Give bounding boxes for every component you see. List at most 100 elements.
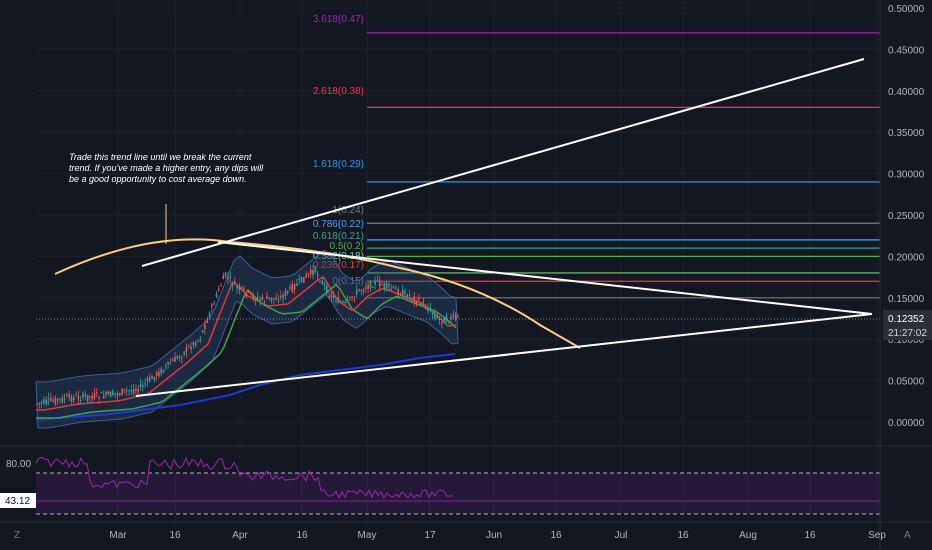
candle-body: [105, 391, 107, 396]
time-tick-label: 16: [296, 530, 308, 541]
candle-body: [130, 390, 133, 392]
candle-body: [222, 275, 225, 280]
price-tick-label: 0.30000: [888, 170, 925, 181]
candle-body: [309, 269, 312, 274]
price-tick-label: 0.20000: [888, 252, 925, 263]
candle-body: [286, 290, 289, 293]
candle-body: [390, 288, 392, 290]
candle-body: [89, 396, 91, 398]
candle-body: [429, 307, 432, 311]
candle-body: [45, 399, 47, 404]
candle-body: [413, 295, 415, 302]
candle-body: [447, 320, 450, 323]
candle-body: [305, 274, 307, 278]
fib-level-label: 0.618(0.21): [313, 231, 364, 242]
candle-body: [43, 399, 45, 404]
candle-body: [314, 266, 317, 273]
candle-body: [372, 286, 374, 288]
candle-body: [102, 395, 105, 399]
candle-body: [38, 402, 41, 404]
time-tick-label: Aug: [739, 530, 757, 541]
candle-body: [204, 324, 206, 329]
candle-body: [109, 391, 112, 398]
candle-body: [165, 365, 167, 368]
candle-body: [378, 280, 381, 287]
candle-body: [96, 392, 98, 394]
candle-body: [190, 346, 192, 350]
candle-body: [208, 312, 211, 318]
candle-body: [171, 359, 174, 362]
candle-body: [337, 296, 340, 303]
candle-body: [388, 284, 390, 287]
candle-body: [406, 294, 409, 299]
candle-body: [263, 301, 266, 303]
fib-level-label: 2.618(0.38): [313, 86, 364, 97]
candle-body: [137, 388, 139, 393]
candle-body: [125, 390, 128, 392]
candle-body: [367, 284, 369, 289]
rsi-line: [35, 456, 454, 499]
fib-level-label: 1(0.24): [332, 205, 364, 216]
candle-body: [328, 296, 330, 298]
candle-body: [56, 398, 59, 401]
price-tick-label: 0.00000: [888, 418, 925, 429]
candle-body: [135, 388, 137, 391]
candle-body: [167, 361, 169, 365]
candle-body: [454, 315, 457, 319]
candle-body: [415, 300, 418, 303]
candle-body: [75, 395, 77, 397]
time-tick-label: Mar: [109, 530, 127, 541]
candle-body: [250, 292, 252, 295]
candle-body: [224, 272, 227, 277]
candle-body: [321, 280, 323, 284]
candle-body: [206, 319, 208, 323]
candle-body: [254, 299, 257, 301]
time-tick-label: May: [358, 530, 377, 541]
candle-body: [330, 294, 333, 298]
last-price-label: 0.12352: [888, 314, 925, 325]
candle-body: [121, 388, 123, 396]
fib-level-label: 3.618(0.47): [313, 14, 364, 25]
price-tick-label: 0.45000: [888, 45, 925, 56]
candle-body: [381, 284, 383, 286]
candle-body: [431, 312, 434, 315]
time-tick-label: 16: [677, 530, 689, 541]
fib-level-label: 0.786(0.22): [313, 219, 364, 230]
candle-body: [436, 315, 438, 319]
candle-body: [332, 295, 335, 298]
candle-body: [404, 290, 406, 294]
fib-level-label: 0.236(0.17): [313, 260, 364, 271]
candle-body: [86, 394, 89, 401]
candle-body: [441, 321, 443, 324]
grid: [36, 0, 880, 522]
candle-body: [257, 296, 259, 299]
candle-body: [192, 342, 195, 345]
fib-level-label: 0.382(0.18): [313, 251, 364, 262]
candle-body: [169, 363, 172, 365]
rsi-current-box: [0, 493, 36, 508]
candle-body: [178, 356, 181, 359]
candle-body: [151, 376, 153, 379]
descending-trend-line: [217, 241, 873, 315]
timezone-button[interactable]: Z: [14, 530, 20, 541]
candle-body: [424, 308, 427, 310]
candle-body: [238, 286, 241, 291]
candle-body: [438, 318, 441, 320]
candle-body: [245, 293, 248, 297]
time-tick-label: 16: [804, 530, 816, 541]
candle-body: [284, 291, 287, 297]
candle-body: [132, 389, 135, 394]
last-price-box: [883, 310, 932, 340]
auto-scale-button[interactable]: A: [904, 530, 911, 541]
candle-body: [282, 294, 284, 299]
candle-body: [215, 293, 218, 297]
candle-body: [116, 392, 119, 396]
candle-body: [40, 402, 43, 404]
candle-body: [148, 377, 151, 382]
candle-body: [183, 351, 185, 355]
candle-body: [73, 397, 75, 401]
candle-body: [144, 383, 146, 385]
candle-body: [66, 395, 68, 397]
candle-body: [100, 391, 103, 393]
